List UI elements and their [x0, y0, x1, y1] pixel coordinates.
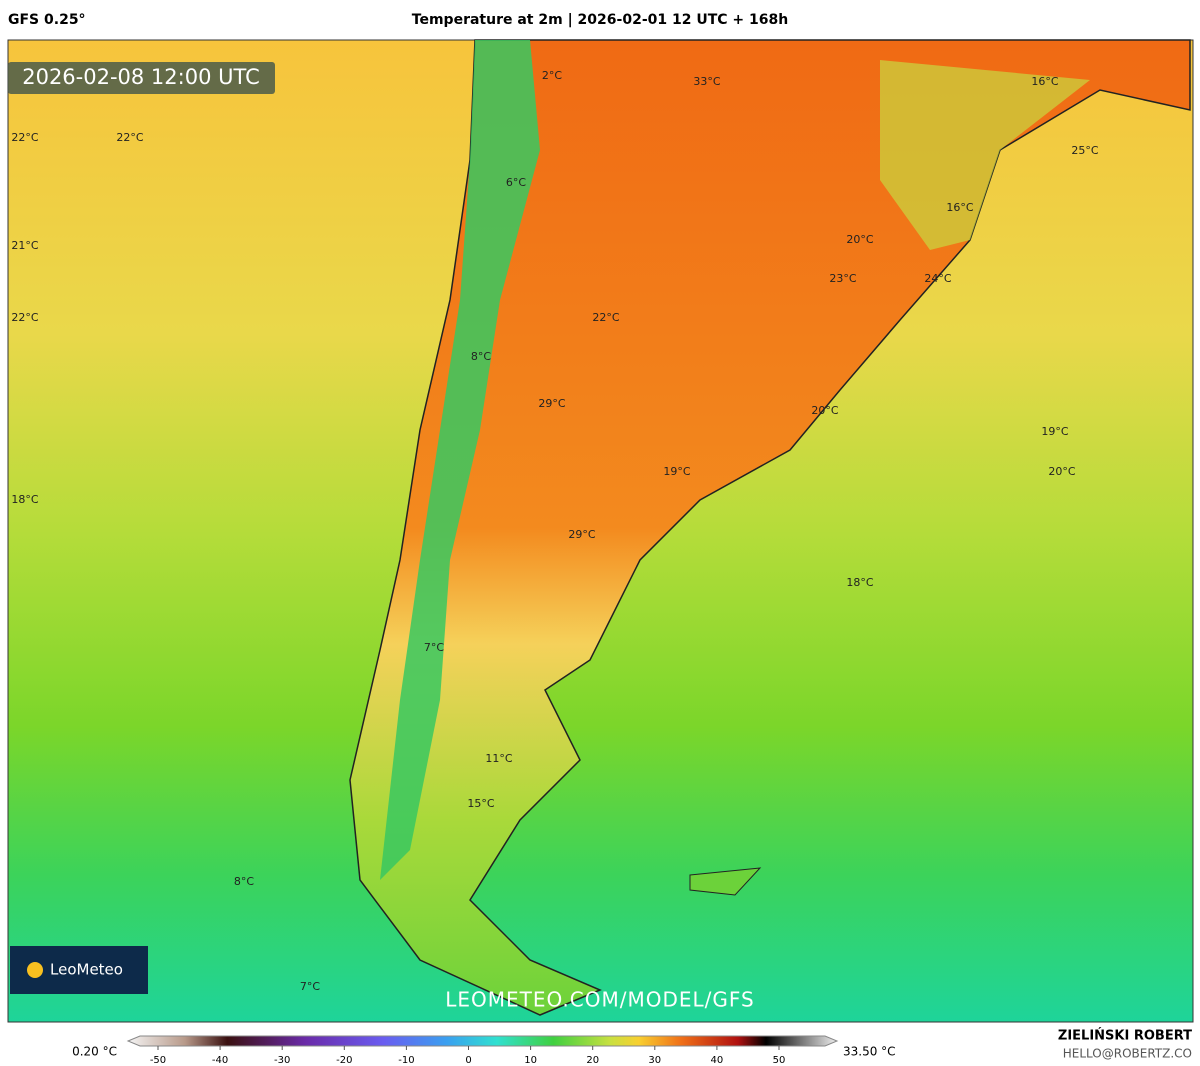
temp-label: 2°C — [542, 69, 562, 82]
temp-label: 7°C — [300, 980, 320, 993]
temp-label: 7°C — [424, 641, 444, 654]
temp-label: 22°C — [592, 311, 619, 324]
temp-label: 29°C — [538, 397, 565, 410]
temp-label: 18°C — [846, 576, 873, 589]
author: ZIELIŃSKI ROBERT — [1058, 1028, 1192, 1044]
scale-min: 0.20 °C — [72, 1045, 117, 1059]
temp-label: 18°C — [11, 493, 38, 506]
colorbar-tick-label: 20 — [586, 1055, 599, 1066]
continent — [349, 39, 1191, 1016]
temp-label: 24°C — [924, 272, 951, 285]
valid-time: 2026-02-08 12:00 UTC — [22, 65, 260, 89]
time-badge — [8, 62, 275, 94]
temp-label: 8°C — [471, 350, 491, 363]
contact: HELLO@ROBERTZ.CO — [1063, 1047, 1192, 1061]
colorbar-tick-label: -20 — [336, 1055, 352, 1066]
colorbar-tick-label: -30 — [274, 1055, 290, 1066]
colorbar-tick-label: 40 — [711, 1055, 724, 1066]
temp-label: 8°C — [234, 875, 254, 888]
colorbar-tick-label: 50 — [773, 1055, 786, 1066]
colorbar-tick-label: 30 — [648, 1055, 661, 1066]
temp-label: 19°C — [1041, 425, 1068, 438]
watermark: LEOMETEO.COM/MODEL/GFS — [445, 988, 755, 1012]
temperature-labels: 2°C 33°C 16°C 22°C 22°C 25°C 6°C 16°C 20°C 21°C 23… — [11, 69, 1098, 993]
temp-label: 20°C — [1048, 465, 1075, 478]
temp-label: 20°C — [846, 233, 873, 246]
temp-label: 19°C — [663, 465, 690, 478]
temp-label: 6°C — [506, 176, 526, 189]
temp-label: 21°C — [11, 239, 38, 252]
colorbar-tick-label: 0 — [465, 1055, 471, 1066]
colorbar — [126, 1035, 839, 1047]
temp-label: 16°C — [946, 201, 973, 214]
colorbar-tick-label: 10 — [524, 1055, 537, 1066]
temp-label: 22°C — [116, 131, 143, 144]
logo-sun — [27, 962, 43, 978]
temp-label: 15°C — [467, 797, 494, 810]
temp-label: 33°C — [693, 75, 720, 88]
colorbar-tick-label: -10 — [398, 1055, 414, 1066]
temp-label: 23°C — [829, 272, 856, 285]
colorbar-tick-label: -50 — [150, 1055, 166, 1066]
temp-label: 11°C — [485, 752, 512, 765]
temp-label: 22°C — [11, 311, 38, 324]
model-name: GFS 0.25° — [8, 12, 86, 28]
temp-label: 20°C — [811, 404, 838, 417]
andes — [380, 40, 540, 880]
colorbar-ticks: -50 -40 -30 -20 -10 0 10 20 30 40 50 — [150, 1046, 786, 1066]
temp-label: 22°C — [11, 131, 38, 144]
map-frame — [7, 39, 1194, 1023]
temp-label: 16°C — [1031, 75, 1058, 88]
temp-label: 25°C — [1071, 144, 1098, 157]
highlands — [880, 60, 1090, 250]
logo-text: LeoMeteo — [50, 961, 123, 979]
map-title: Temperature at 2m | 2026-02-01 12 UTC + … — [412, 12, 788, 28]
islands — [689, 867, 762, 896]
scale-max: 33.50 °C — [843, 1045, 896, 1059]
temp-label: 29°C — [568, 528, 595, 541]
colorbar-tick-label: -40 — [212, 1055, 228, 1066]
